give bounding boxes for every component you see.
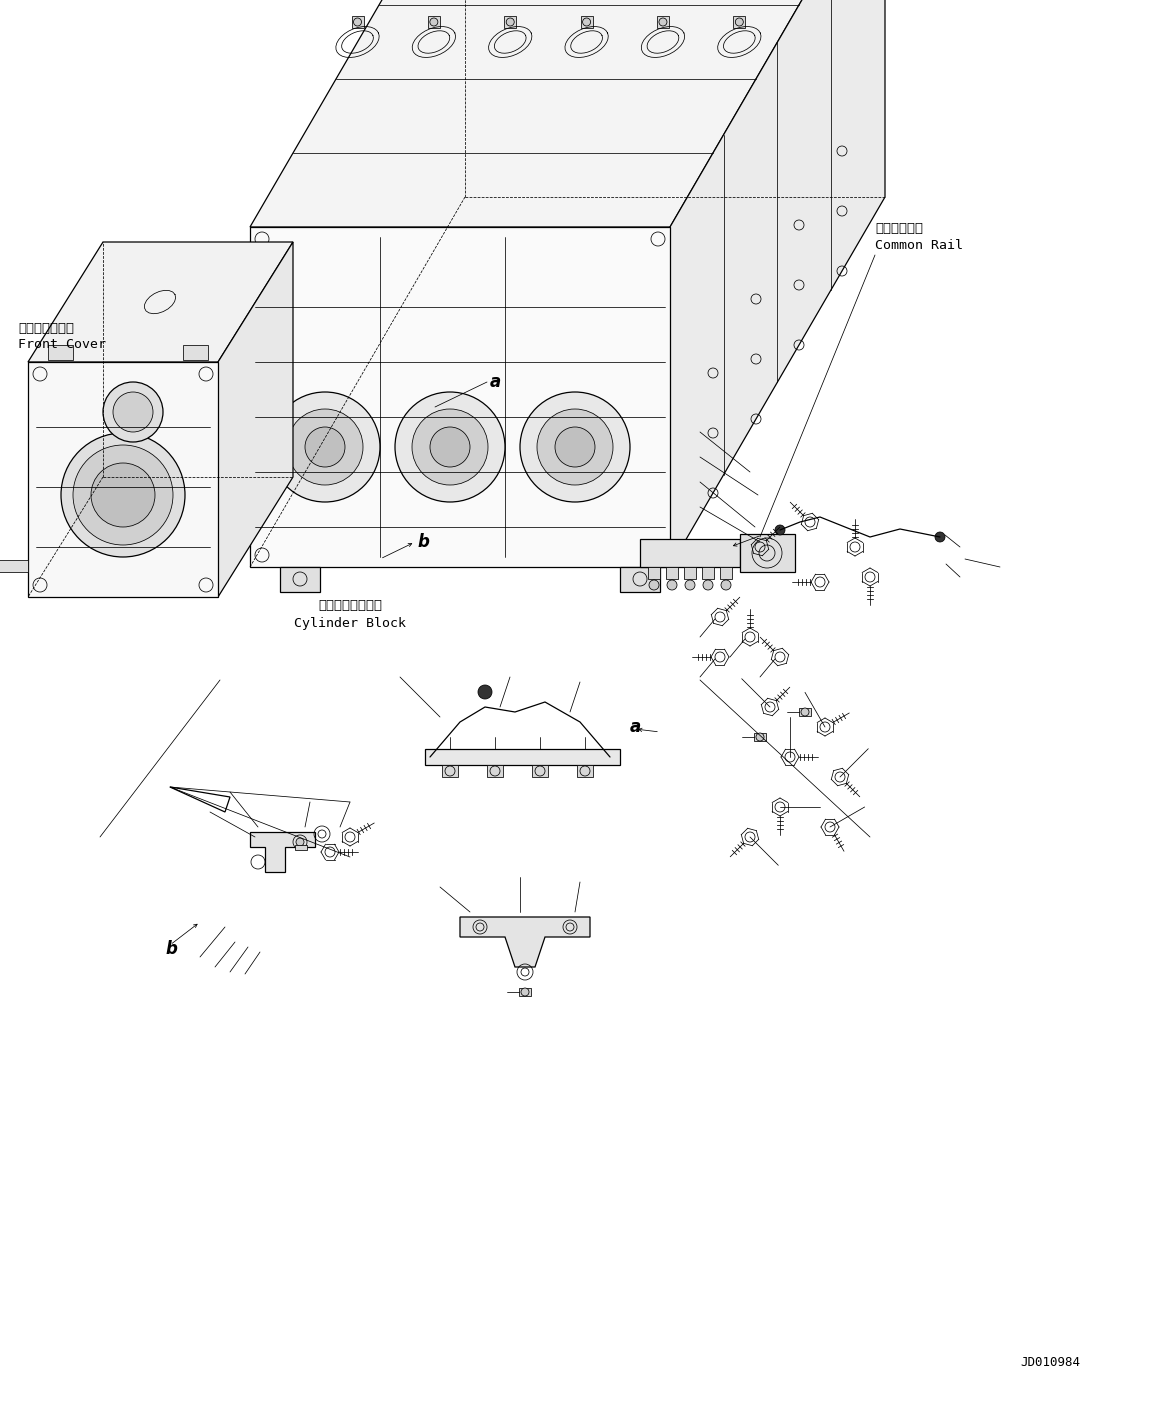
Circle shape (430, 18, 437, 26)
Bar (577, 765, 593, 777)
Circle shape (91, 463, 155, 527)
Circle shape (430, 427, 470, 468)
Bar (428, 16, 440, 28)
Bar (720, 567, 732, 580)
Circle shape (659, 18, 666, 26)
Polygon shape (28, 361, 217, 597)
Bar (183, 344, 208, 360)
Bar (740, 534, 795, 572)
Bar (487, 765, 504, 777)
Circle shape (721, 580, 732, 589)
Circle shape (801, 708, 809, 716)
Circle shape (395, 393, 505, 502)
Bar (702, 567, 714, 580)
Text: b: b (418, 533, 429, 551)
Circle shape (412, 410, 488, 485)
Bar (48, 344, 73, 360)
Bar (505, 16, 516, 28)
Bar (799, 708, 811, 716)
Bar (519, 988, 531, 996)
Circle shape (935, 531, 946, 541)
Polygon shape (250, 227, 670, 567)
Bar (531, 765, 548, 777)
Text: a: a (630, 718, 641, 735)
Polygon shape (250, 832, 315, 871)
Bar (351, 16, 364, 28)
Text: コモンレール: コモンレール (875, 222, 923, 235)
Circle shape (297, 837, 304, 846)
Circle shape (305, 427, 345, 468)
Text: フロントカバー: フロントカバー (17, 322, 74, 334)
Circle shape (521, 988, 529, 996)
Text: a: a (490, 373, 501, 391)
Circle shape (702, 580, 713, 589)
Circle shape (555, 427, 595, 468)
Polygon shape (217, 242, 293, 597)
Circle shape (735, 18, 743, 26)
Circle shape (537, 410, 613, 485)
Circle shape (756, 733, 764, 741)
Text: シリンダブロック: シリンダブロック (317, 599, 381, 612)
Circle shape (775, 526, 785, 536)
Bar (0, 560, 28, 572)
Bar (754, 733, 766, 741)
Text: JD010984: JD010984 (1020, 1356, 1080, 1369)
Bar (666, 567, 678, 580)
Bar (295, 845, 307, 850)
Circle shape (520, 393, 630, 502)
Circle shape (583, 18, 591, 26)
Text: Common Rail: Common Rail (875, 239, 963, 252)
Circle shape (478, 684, 492, 699)
Circle shape (685, 580, 695, 589)
Bar (280, 567, 320, 592)
Bar (684, 567, 695, 580)
Circle shape (60, 434, 185, 557)
Circle shape (73, 445, 173, 546)
Bar (442, 765, 458, 777)
Text: Front Cover: Front Cover (17, 339, 106, 351)
Text: b: b (165, 939, 177, 958)
Circle shape (354, 18, 362, 26)
Polygon shape (250, 0, 885, 227)
Circle shape (104, 383, 163, 442)
Bar (620, 567, 659, 592)
Bar (424, 750, 620, 765)
Bar (734, 16, 745, 28)
Polygon shape (670, 0, 885, 567)
Bar (580, 16, 593, 28)
Circle shape (649, 580, 659, 589)
Bar (648, 567, 659, 580)
Polygon shape (461, 917, 590, 966)
Text: Cylinder Block: Cylinder Block (294, 616, 406, 631)
Circle shape (668, 580, 677, 589)
Polygon shape (28, 242, 293, 361)
Circle shape (287, 410, 363, 485)
Circle shape (270, 393, 380, 502)
Circle shape (506, 18, 514, 26)
Bar (640, 538, 740, 567)
Bar (657, 16, 669, 28)
Circle shape (113, 393, 154, 432)
